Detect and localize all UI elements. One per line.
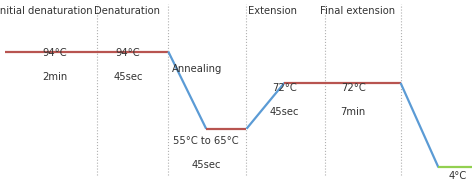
Text: 7min: 7min bbox=[340, 107, 366, 117]
Text: 45sec: 45sec bbox=[191, 160, 221, 170]
Text: 45sec: 45sec bbox=[270, 107, 299, 117]
Text: Final extension: Final extension bbox=[320, 6, 395, 15]
Text: Extension: Extension bbox=[248, 6, 297, 15]
Text: 72°C: 72°C bbox=[272, 83, 297, 93]
Text: 72°C: 72°C bbox=[341, 83, 365, 93]
Text: Annealing: Annealing bbox=[172, 64, 222, 74]
Text: 94°C: 94°C bbox=[42, 48, 67, 58]
Text: Initial denaturation: Initial denaturation bbox=[0, 6, 93, 15]
Text: 4°C: 4°C bbox=[448, 171, 466, 181]
Text: 2min: 2min bbox=[42, 72, 67, 82]
Text: Denaturation: Denaturation bbox=[94, 6, 160, 15]
Text: 55°C to 65°C: 55°C to 65°C bbox=[173, 136, 239, 146]
Text: 94°C: 94°C bbox=[116, 48, 140, 58]
Text: 45sec: 45sec bbox=[113, 72, 143, 82]
